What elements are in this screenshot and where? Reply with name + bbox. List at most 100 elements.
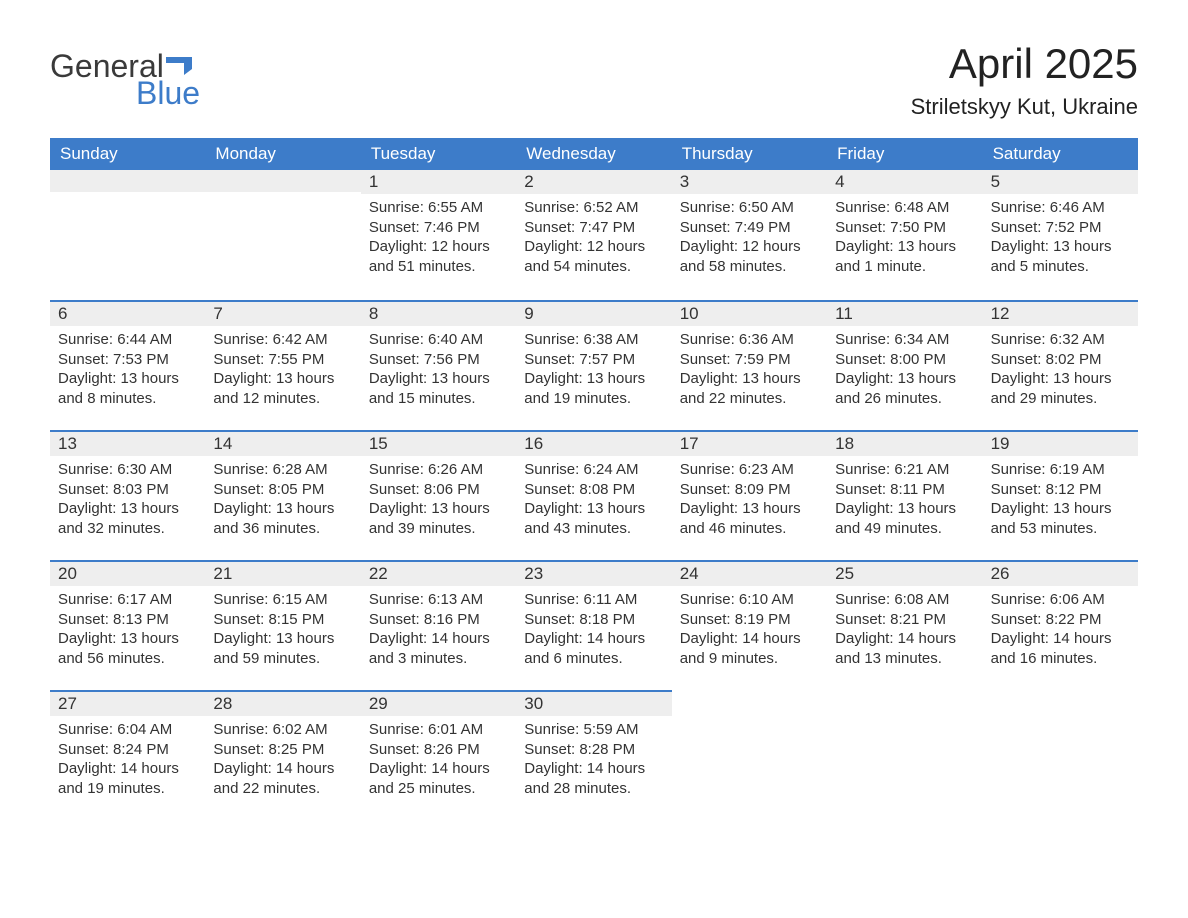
sunrise-line: Sunrise: 6:38 AM bbox=[524, 330, 663, 350]
daylight-line: Daylight: 13 hours and 12 minutes. bbox=[213, 369, 352, 408]
day-details: Sunrise: 6:02 AMSunset: 8:25 PMDaylight:… bbox=[205, 716, 360, 804]
sunset-line: Sunset: 8:22 PM bbox=[991, 610, 1130, 630]
sunset-line: Sunset: 7:52 PM bbox=[991, 218, 1130, 238]
day-details: Sunrise: 6:24 AMSunset: 8:08 PMDaylight:… bbox=[516, 456, 671, 544]
daylight-line: Daylight: 13 hours and 43 minutes. bbox=[524, 499, 663, 538]
sunset-line: Sunset: 8:21 PM bbox=[835, 610, 974, 630]
sunrise-line: Sunrise: 6:01 AM bbox=[369, 720, 508, 740]
flag-icon bbox=[166, 57, 192, 75]
day-number bbox=[205, 170, 360, 192]
day-number: 8 bbox=[361, 300, 516, 326]
day-details: Sunrise: 6:04 AMSunset: 8:24 PMDaylight:… bbox=[50, 716, 205, 804]
day-cell: 25Sunrise: 6:08 AMSunset: 8:21 PMDayligh… bbox=[827, 560, 982, 690]
day-number: 22 bbox=[361, 560, 516, 586]
calendar-body: 1Sunrise: 6:55 AMSunset: 7:46 PMDaylight… bbox=[50, 170, 1138, 820]
sunrise-line: Sunrise: 6:21 AM bbox=[835, 460, 974, 480]
day-cell: 7Sunrise: 6:42 AMSunset: 7:55 PMDaylight… bbox=[205, 300, 360, 430]
sunset-line: Sunset: 7:59 PM bbox=[680, 350, 819, 370]
daylight-line: Daylight: 13 hours and 15 minutes. bbox=[369, 369, 508, 408]
sunrise-line: Sunrise: 6:19 AM bbox=[991, 460, 1130, 480]
day-number: 24 bbox=[672, 560, 827, 586]
day-cell: 2Sunrise: 6:52 AMSunset: 7:47 PMDaylight… bbox=[516, 170, 671, 300]
day-details: Sunrise: 6:30 AMSunset: 8:03 PMDaylight:… bbox=[50, 456, 205, 544]
day-number: 2 bbox=[516, 170, 671, 194]
daylight-line: Daylight: 13 hours and 49 minutes. bbox=[835, 499, 974, 538]
day-number: 13 bbox=[50, 430, 205, 456]
day-cell: 23Sunrise: 6:11 AMSunset: 8:18 PMDayligh… bbox=[516, 560, 671, 690]
day-cell: 11Sunrise: 6:34 AMSunset: 8:00 PMDayligh… bbox=[827, 300, 982, 430]
sunrise-line: Sunrise: 6:34 AM bbox=[835, 330, 974, 350]
day-number: 17 bbox=[672, 430, 827, 456]
day-number: 23 bbox=[516, 560, 671, 586]
day-cell-empty bbox=[672, 690, 827, 820]
sunrise-line: Sunrise: 6:15 AM bbox=[213, 590, 352, 610]
day-cell: 29Sunrise: 6:01 AMSunset: 8:26 PMDayligh… bbox=[361, 690, 516, 820]
sunset-line: Sunset: 8:12 PM bbox=[991, 480, 1130, 500]
sunset-line: Sunset: 8:09 PM bbox=[680, 480, 819, 500]
sunset-line: Sunset: 8:13 PM bbox=[58, 610, 197, 630]
sunset-line: Sunset: 7:55 PM bbox=[213, 350, 352, 370]
weekday-header: Tuesday bbox=[361, 138, 516, 170]
page-subtitle: Striletskyy Kut, Ukraine bbox=[911, 94, 1138, 120]
day-cell: 5Sunrise: 6:46 AMSunset: 7:52 PMDaylight… bbox=[983, 170, 1138, 300]
sunrise-line: Sunrise: 6:48 AM bbox=[835, 198, 974, 218]
day-number: 5 bbox=[983, 170, 1138, 194]
day-details: Sunrise: 6:17 AMSunset: 8:13 PMDaylight:… bbox=[50, 586, 205, 674]
daylight-line: Daylight: 12 hours and 51 minutes. bbox=[369, 237, 508, 276]
sunrise-line: Sunrise: 5:59 AM bbox=[524, 720, 663, 740]
sunset-line: Sunset: 8:08 PM bbox=[524, 480, 663, 500]
sunset-line: Sunset: 8:18 PM bbox=[524, 610, 663, 630]
day-number: 18 bbox=[827, 430, 982, 456]
day-cell-empty bbox=[205, 170, 360, 300]
day-cell: 9Sunrise: 6:38 AMSunset: 7:57 PMDaylight… bbox=[516, 300, 671, 430]
sunset-line: Sunset: 8:11 PM bbox=[835, 480, 974, 500]
sunset-line: Sunset: 8:25 PM bbox=[213, 740, 352, 760]
daylight-line: Daylight: 13 hours and 1 minute. bbox=[835, 237, 974, 276]
day-cell: 24Sunrise: 6:10 AMSunset: 8:19 PMDayligh… bbox=[672, 560, 827, 690]
sunset-line: Sunset: 8:26 PM bbox=[369, 740, 508, 760]
day-cell: 22Sunrise: 6:13 AMSunset: 8:16 PMDayligh… bbox=[361, 560, 516, 690]
sunrise-line: Sunrise: 6:55 AM bbox=[369, 198, 508, 218]
sunrise-line: Sunrise: 6:17 AM bbox=[58, 590, 197, 610]
day-details: Sunrise: 6:08 AMSunset: 8:21 PMDaylight:… bbox=[827, 586, 982, 674]
day-cell: 16Sunrise: 6:24 AMSunset: 8:08 PMDayligh… bbox=[516, 430, 671, 560]
day-details: Sunrise: 6:52 AMSunset: 7:47 PMDaylight:… bbox=[516, 194, 671, 282]
title-block: April 2025 Striletskyy Kut, Ukraine bbox=[911, 40, 1138, 120]
day-number: 21 bbox=[205, 560, 360, 586]
sunset-line: Sunset: 8:28 PM bbox=[524, 740, 663, 760]
daylight-line: Daylight: 13 hours and 53 minutes. bbox=[991, 499, 1130, 538]
daylight-line: Daylight: 13 hours and 32 minutes. bbox=[58, 499, 197, 538]
day-number: 14 bbox=[205, 430, 360, 456]
sunset-line: Sunset: 7:46 PM bbox=[369, 218, 508, 238]
logo-word2: Blue bbox=[136, 75, 200, 112]
sunset-line: Sunset: 7:47 PM bbox=[524, 218, 663, 238]
header: General Blue April 2025 Striletskyy Kut,… bbox=[50, 40, 1138, 120]
daylight-line: Daylight: 12 hours and 54 minutes. bbox=[524, 237, 663, 276]
sunrise-line: Sunrise: 6:24 AM bbox=[524, 460, 663, 480]
sunset-line: Sunset: 8:24 PM bbox=[58, 740, 197, 760]
day-cell: 10Sunrise: 6:36 AMSunset: 7:59 PMDayligh… bbox=[672, 300, 827, 430]
day-cell: 17Sunrise: 6:23 AMSunset: 8:09 PMDayligh… bbox=[672, 430, 827, 560]
daylight-line: Daylight: 13 hours and 29 minutes. bbox=[991, 369, 1130, 408]
weekday-header: Wednesday bbox=[516, 138, 671, 170]
day-number: 20 bbox=[50, 560, 205, 586]
sunrise-line: Sunrise: 6:04 AM bbox=[58, 720, 197, 740]
day-number: 7 bbox=[205, 300, 360, 326]
sunset-line: Sunset: 7:56 PM bbox=[369, 350, 508, 370]
day-cell: 1Sunrise: 6:55 AMSunset: 7:46 PMDaylight… bbox=[361, 170, 516, 300]
day-number: 28 bbox=[205, 690, 360, 716]
day-cell: 4Sunrise: 6:48 AMSunset: 7:50 PMDaylight… bbox=[827, 170, 982, 300]
day-cell: 6Sunrise: 6:44 AMSunset: 7:53 PMDaylight… bbox=[50, 300, 205, 430]
sunrise-line: Sunrise: 6:06 AM bbox=[991, 590, 1130, 610]
sunset-line: Sunset: 7:50 PM bbox=[835, 218, 974, 238]
sunset-line: Sunset: 8:15 PM bbox=[213, 610, 352, 630]
daylight-line: Daylight: 14 hours and 28 minutes. bbox=[524, 759, 663, 798]
day-details: Sunrise: 6:11 AMSunset: 8:18 PMDaylight:… bbox=[516, 586, 671, 674]
sunrise-line: Sunrise: 6:26 AM bbox=[369, 460, 508, 480]
day-details: Sunrise: 6:46 AMSunset: 7:52 PMDaylight:… bbox=[983, 194, 1138, 282]
day-number: 29 bbox=[361, 690, 516, 716]
sunset-line: Sunset: 8:03 PM bbox=[58, 480, 197, 500]
sunrise-line: Sunrise: 6:13 AM bbox=[369, 590, 508, 610]
sunrise-line: Sunrise: 6:11 AM bbox=[524, 590, 663, 610]
daylight-line: Daylight: 14 hours and 3 minutes. bbox=[369, 629, 508, 668]
